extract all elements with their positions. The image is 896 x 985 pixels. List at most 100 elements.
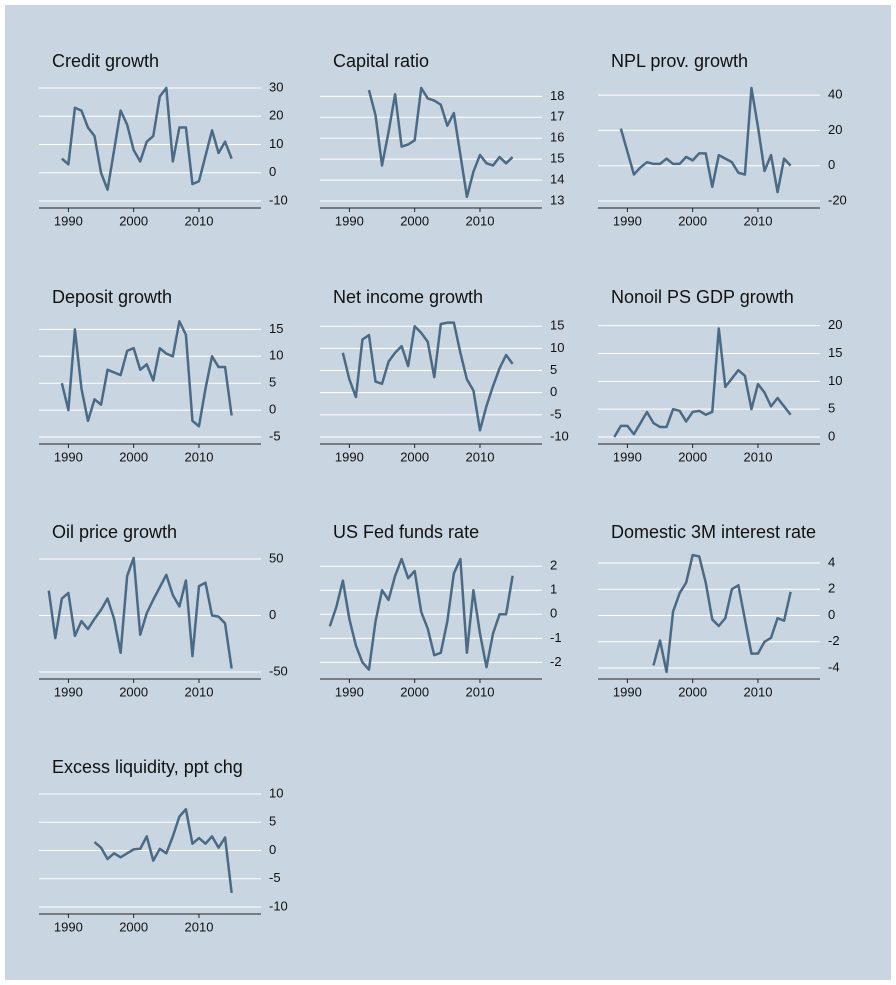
- x-tick-label: 2000: [678, 684, 707, 699]
- x-tick-label: 2010: [744, 213, 773, 228]
- x-tick-label: 2010: [185, 684, 214, 699]
- y-tick-label: 20: [828, 122, 842, 137]
- y-tick-label: 0: [269, 607, 276, 622]
- panel-title: Net income growth: [333, 287, 483, 307]
- y-tick-label: 0: [269, 164, 276, 179]
- y-tick-label: 5: [828, 401, 835, 416]
- y-tick-label: 0: [550, 384, 557, 399]
- y-tick-label: 10: [269, 348, 283, 363]
- y-tick-label: 5: [550, 362, 557, 377]
- panel-title: Deposit growth: [52, 287, 172, 307]
- data-line: [613, 327, 792, 438]
- y-tick-label: -10: [269, 192, 288, 207]
- y-tick-label: 0: [550, 606, 557, 621]
- y-tick-label: -10: [550, 428, 569, 443]
- x-tick-label: 1990: [335, 449, 364, 464]
- x-tick-label: 1990: [54, 919, 83, 934]
- y-tick-label: 50: [269, 550, 283, 565]
- y-tick-label: -4: [828, 659, 840, 674]
- y-tick-label: 0: [269, 402, 276, 417]
- data-line: [60, 320, 233, 428]
- y-tick-label: 15: [828, 345, 842, 360]
- panel-title: Domestic 3M interest rate: [611, 522, 816, 542]
- data-line: [328, 557, 514, 671]
- y-tick-label: -20: [828, 192, 847, 207]
- data-line: [341, 321, 514, 432]
- y-tick-label: -2: [550, 654, 562, 669]
- y-tick-label: 10: [550, 340, 564, 355]
- y-tick-label: 20: [828, 317, 842, 332]
- x-tick-label: 1990: [613, 684, 642, 699]
- x-tick-label: 2010: [185, 449, 214, 464]
- y-tick-label: 15: [550, 151, 564, 166]
- x-tick-label: 1990: [54, 449, 83, 464]
- y-tick-label: -10: [269, 898, 288, 913]
- y-tick-label: 15: [550, 318, 564, 333]
- y-tick-label: -2: [828, 633, 840, 648]
- data-line: [93, 808, 233, 894]
- y-tick-label: 14: [550, 172, 564, 187]
- x-tick-label: 2000: [119, 684, 148, 699]
- x-tick-label: 2000: [400, 449, 429, 464]
- x-tick-label: 1990: [335, 684, 364, 699]
- panel-title: Excess liquidity, ppt chg: [52, 757, 243, 777]
- y-tick-label: -5: [269, 428, 281, 443]
- x-tick-label: 2010: [744, 684, 773, 699]
- y-tick-label: 10: [269, 785, 283, 800]
- y-tick-label: -1: [550, 630, 562, 645]
- data-line: [61, 86, 233, 191]
- y-tick-label: 5: [269, 375, 276, 390]
- y-tick-label: 0: [269, 842, 276, 857]
- x-tick-label: 2010: [466, 213, 495, 228]
- x-tick-label: 2010: [466, 684, 495, 699]
- data-line: [367, 86, 514, 199]
- y-tick-label: -5: [269, 870, 281, 885]
- y-tick-label: 0: [828, 428, 835, 443]
- y-tick-label: 40: [828, 87, 842, 102]
- x-tick-label: 2000: [400, 213, 429, 228]
- y-tick-label: 1: [550, 582, 557, 597]
- x-tick-label: 1990: [54, 213, 83, 228]
- panel-title: Credit growth: [52, 51, 159, 71]
- y-tick-label: 0: [828, 607, 835, 622]
- x-tick-label: 2000: [119, 449, 148, 464]
- x-tick-label: 2000: [678, 213, 707, 228]
- y-tick-label: -50: [269, 663, 288, 678]
- x-tick-label: 2010: [185, 919, 214, 934]
- x-tick-label: 2000: [119, 919, 148, 934]
- panel-title: NPL prov. growth: [611, 51, 748, 71]
- y-tick-label: 2: [828, 581, 835, 596]
- y-tick-label: 15: [269, 321, 283, 336]
- x-tick-label: 1990: [613, 449, 642, 464]
- y-tick-label: 20: [269, 108, 283, 123]
- y-tick-label: 2: [550, 558, 557, 573]
- data-line: [47, 556, 233, 669]
- panel-title: Oil price growth: [52, 522, 177, 542]
- x-tick-label: 1990: [613, 213, 642, 228]
- x-tick-label: 2010: [185, 213, 214, 228]
- x-tick-label: 2000: [678, 449, 707, 464]
- y-tick-label: 10: [269, 136, 283, 151]
- y-tick-label: 5: [269, 814, 276, 829]
- background: [5, 5, 891, 980]
- panel-title: US Fed funds rate: [333, 522, 479, 542]
- y-tick-label: 17: [550, 109, 564, 124]
- y-tick-label: -5: [550, 406, 562, 421]
- y-tick-label: 10: [828, 373, 842, 388]
- y-tick-label: 4: [828, 554, 835, 569]
- panel-title: Nonoil PS GDP growth: [611, 287, 794, 307]
- x-tick-label: 2000: [119, 213, 148, 228]
- x-tick-label: 2010: [744, 449, 773, 464]
- panel-title: Capital ratio: [333, 51, 429, 71]
- x-tick-label: 2010: [466, 449, 495, 464]
- y-tick-label: 13: [550, 192, 564, 207]
- x-tick-label: 2000: [400, 684, 429, 699]
- y-tick-label: 0: [828, 157, 835, 172]
- data-line: [652, 553, 792, 674]
- y-tick-label: 16: [550, 130, 564, 145]
- data-line: [619, 86, 792, 194]
- x-tick-label: 1990: [335, 213, 364, 228]
- y-tick-label: 30: [269, 79, 283, 94]
